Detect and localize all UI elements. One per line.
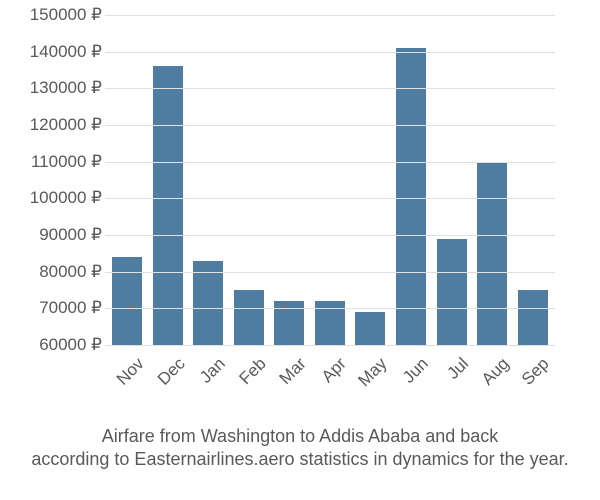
airfare-bar-chart: 60000 ₽ 70000 ₽ 80000 ₽ 90000 ₽ 100000 ₽ 1100… — [0, 0, 600, 500]
x-tick-label: Jul — [437, 350, 467, 420]
y-tick-label: 120000 ₽ — [30, 115, 102, 135]
bar-feb — [234, 290, 264, 345]
grid-line — [105, 125, 555, 126]
x-tick-label: Jun — [396, 350, 426, 420]
grid-line — [105, 162, 555, 163]
bars-container — [105, 15, 555, 345]
grid-line — [105, 198, 555, 199]
x-tick-label: Feb — [234, 350, 264, 420]
caption-line1: Airfare from Washington to Addis Ababa a… — [102, 426, 499, 446]
y-tick-label: 70000 ₽ — [39, 298, 102, 318]
y-tick-label: 140000 ₽ — [30, 42, 102, 62]
bar-jan — [193, 261, 223, 345]
bar-sep — [518, 290, 548, 345]
x-tick-label: Dec — [153, 350, 183, 420]
grid-line — [105, 52, 555, 53]
grid-line — [105, 235, 555, 236]
bar-nov — [112, 257, 142, 345]
y-tick-label: 130000 ₽ — [30, 78, 102, 98]
grid-line — [105, 88, 555, 89]
y-tick-label: 110000 ₽ — [31, 152, 102, 172]
bar-jul — [437, 239, 467, 345]
chart-caption: Airfare from Washington to Addis Ababa a… — [0, 425, 600, 472]
x-tick-label: Jan — [193, 350, 223, 420]
y-tick-label: 60000 ₽ — [39, 335, 102, 355]
grid-line — [105, 15, 555, 16]
y-tick-label: 150000 ₽ — [30, 5, 102, 25]
x-tick-label: Nov — [112, 350, 142, 420]
grid-line — [105, 272, 555, 273]
bar-jun — [396, 48, 426, 345]
grid-line — [105, 308, 555, 309]
bar-dec — [153, 66, 183, 345]
plot-area — [105, 15, 555, 345]
x-tick-label: Apr — [315, 350, 345, 420]
caption-line2: according to Easternairlines.aero statis… — [31, 449, 568, 469]
bar-may — [355, 312, 385, 345]
y-tick-label: 80000 ₽ — [39, 262, 102, 282]
x-tick-label: Aug — [477, 350, 507, 420]
bar-aug — [477, 162, 507, 345]
x-tick-label: Mar — [274, 350, 304, 420]
y-tick-label: 90000 ₽ — [39, 225, 102, 245]
grid-line — [105, 345, 555, 346]
x-tick-label: Sep — [518, 350, 548, 420]
y-tick-label: 100000 ₽ — [30, 188, 102, 208]
x-axis-labels: Nov Dec Jan Feb Mar Apr May Jun Jul Aug Sep — [105, 350, 555, 420]
x-tick-label: May — [355, 350, 385, 420]
